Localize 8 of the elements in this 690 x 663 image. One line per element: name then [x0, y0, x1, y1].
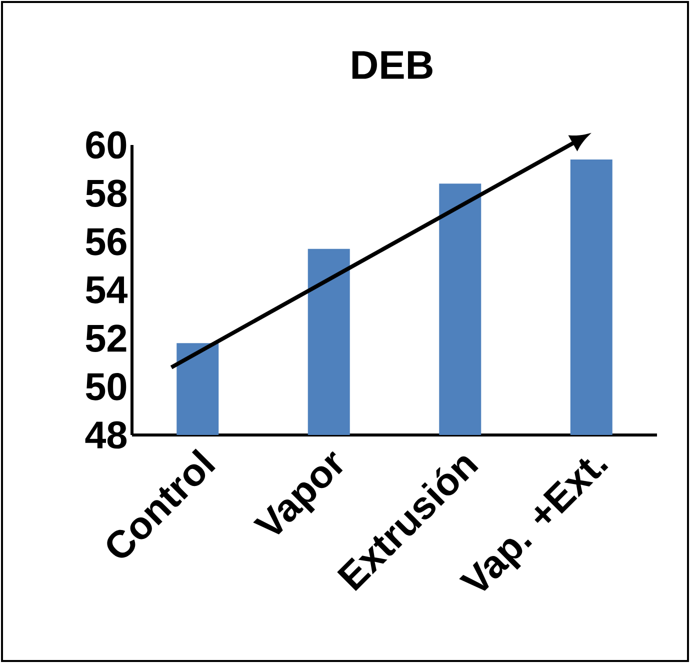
- y-tick-label: 58: [86, 180, 127, 208]
- y-tick-label: 56: [86, 228, 126, 256]
- y-tick-label: 52: [86, 324, 126, 352]
- chart-title: DEB: [352, 51, 432, 79]
- y-tick-label: 50: [86, 372, 126, 400]
- y-tick-label: 60: [86, 131, 126, 159]
- y-tick-label: 54: [86, 276, 128, 304]
- y-tick-label: 48: [85, 421, 127, 449]
